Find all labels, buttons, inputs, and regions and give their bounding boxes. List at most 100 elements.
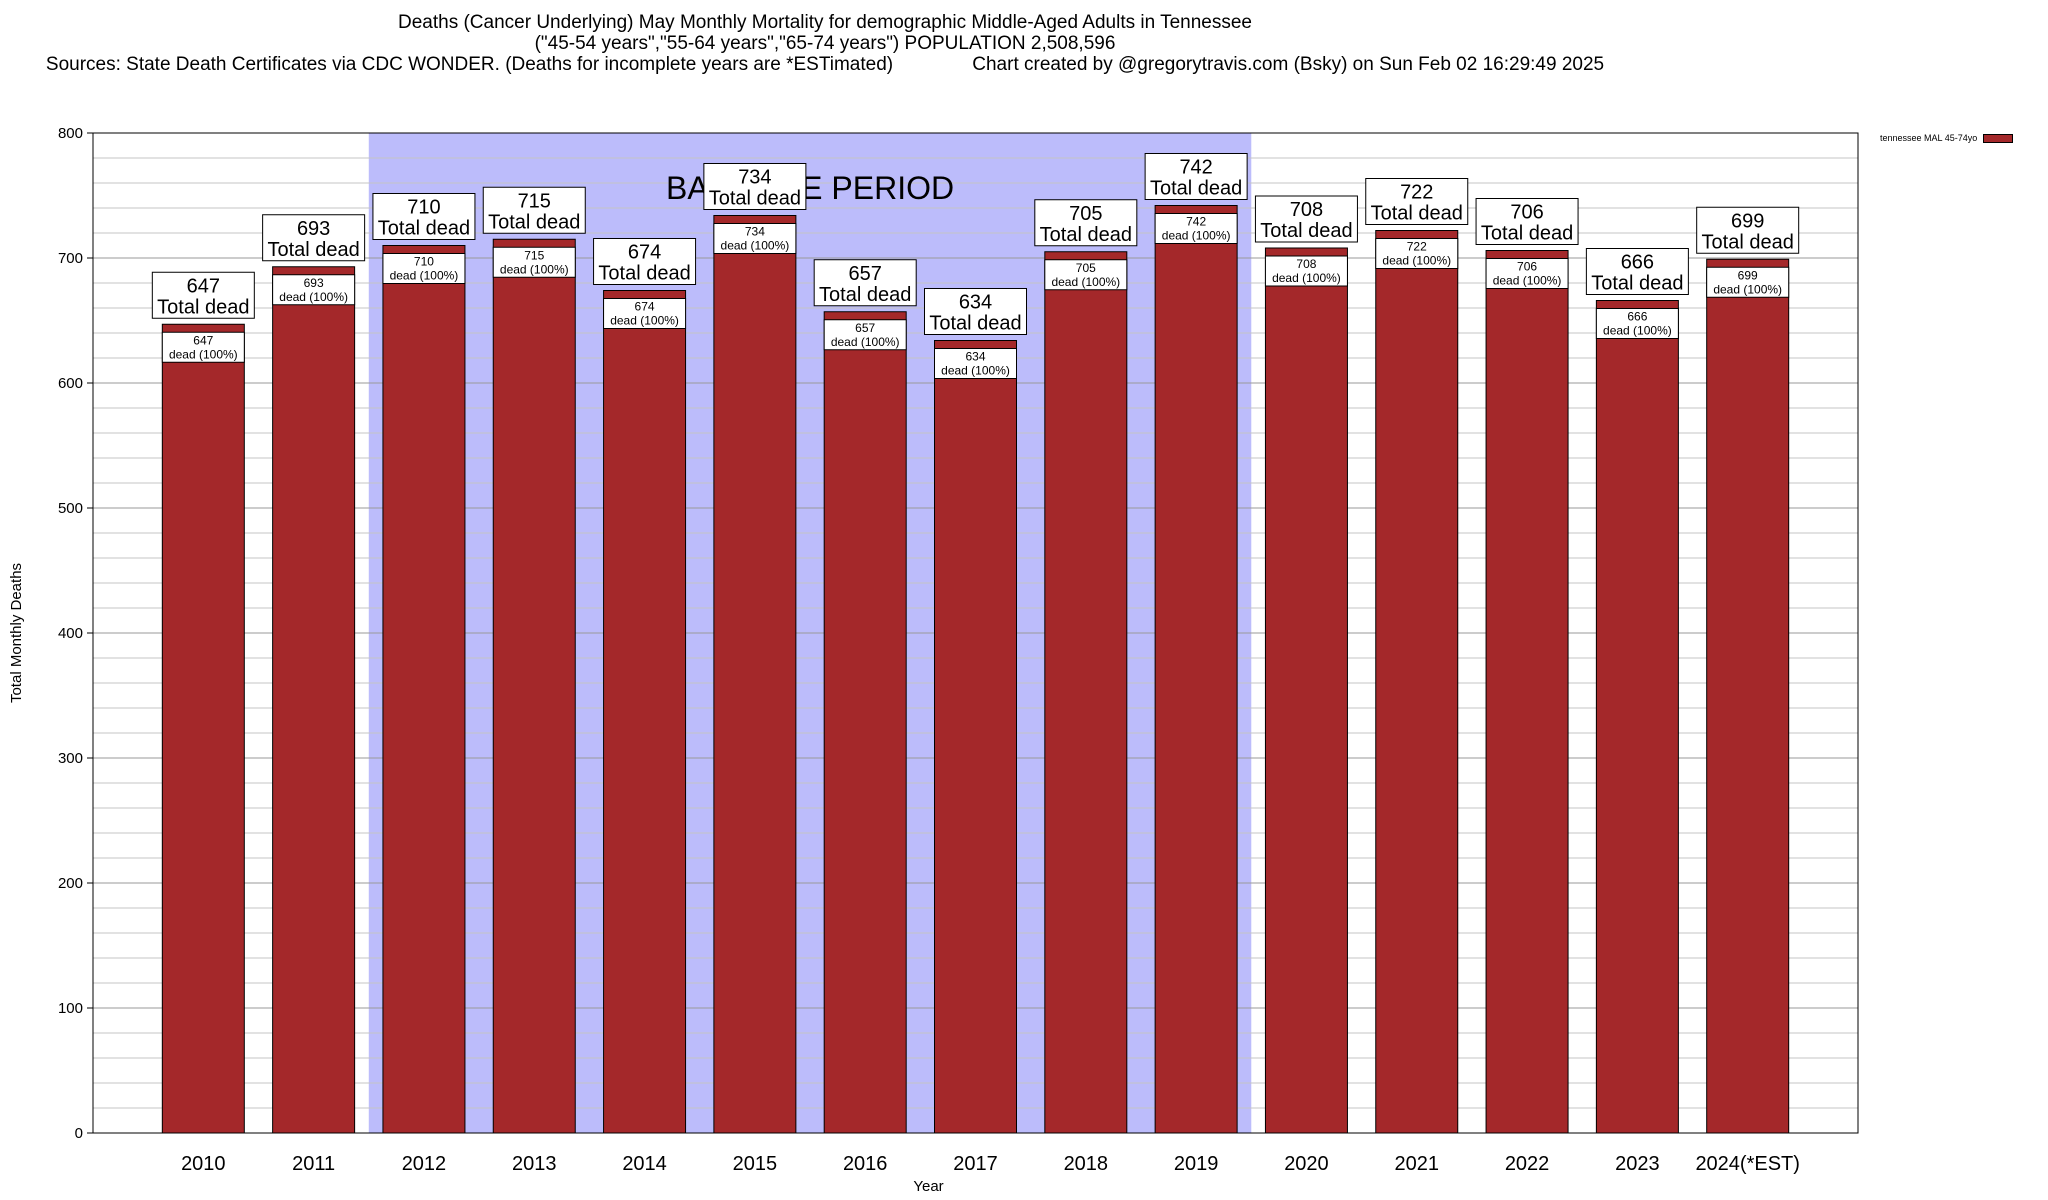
bar-total-label-box: [1034, 199, 1138, 247]
bar-inner-value: 734: [745, 225, 765, 239]
legend-swatch: [1983, 133, 2014, 143]
bar-inner-value: 705: [1076, 261, 1096, 275]
bar-inner-label: dead (100%): [1382, 254, 1451, 268]
chart-title: Deaths (Cancer Underlying) May Monthly M…: [398, 12, 1252, 33]
bar-total-value: 647: [187, 275, 220, 297]
bar-inner-label: dead (100%): [1713, 282, 1782, 296]
bar: [1375, 230, 1459, 1134]
bar-inner-label-box: [1044, 259, 1128, 291]
bar-total-label: Total dead: [1702, 231, 1794, 253]
bar-total-value: 708: [1290, 199, 1323, 221]
x-tick-label: 2021: [1395, 1153, 1440, 1175]
bar-inner-label: dead (100%): [831, 335, 900, 349]
legend-label: tennessee MAL 45-74yo: [1880, 133, 1978, 143]
bar-total-label-box: [703, 163, 807, 210]
x-tick-label: 2023: [1615, 1153, 1660, 1175]
bar-inner-label-box: [603, 298, 687, 329]
bar-total-label-box: [924, 288, 1027, 335]
bar-inner-label-box: [1375, 238, 1459, 269]
legend: tennessee MAL 45-74yo: [1880, 133, 2014, 143]
chart-sources: Sources: State Death Certificates via CD…: [45, 54, 1605, 75]
x-tick-label: 2015: [733, 1153, 778, 1175]
bar-inner-label: dead (100%): [390, 269, 459, 283]
bar-inner-value: 715: [524, 248, 544, 262]
bar: [1485, 250, 1569, 1134]
bar-inner-label-box: [1595, 308, 1679, 339]
bar: [1044, 251, 1128, 1134]
bar-total-label: Total dead: [929, 313, 1021, 335]
bar-total-label-box: [1365, 178, 1469, 225]
bar: [382, 245, 466, 1134]
x-tick-label: 2019: [1174, 1153, 1219, 1175]
bar: [272, 266, 356, 1134]
bar-total-value: 657: [849, 263, 882, 285]
x-tick-label: 2018: [1064, 1153, 1109, 1175]
bar-inner-value: 742: [1186, 215, 1206, 229]
bar: [1595, 300, 1679, 1134]
bar-total-value: 706: [1510, 202, 1543, 224]
bar-inner-label: dead (100%): [1603, 324, 1672, 338]
bar-total-label-box: [1475, 198, 1579, 245]
x-tick-label: 2024(*EST): [1695, 1153, 1800, 1175]
x-tick-label: 2020: [1284, 1153, 1329, 1175]
bar-inner-value: 666: [1627, 310, 1647, 324]
bar-inner-value: 634: [965, 350, 985, 364]
bar-total-value: 634: [959, 292, 992, 314]
bar-inner-label: dead (100%): [279, 290, 348, 304]
bar-total-label: Total dead: [378, 218, 470, 240]
bar-total-value: 742: [1179, 157, 1212, 179]
bar-inner-label-box: [492, 246, 576, 278]
bar: [603, 290, 687, 1134]
bar: [161, 323, 245, 1134]
bar-inner-label: dead (100%): [500, 262, 569, 276]
bar-inner-value: 708: [1296, 257, 1316, 271]
bar-inner-value: 706: [1517, 260, 1537, 274]
bar-total-label: Total dead: [488, 211, 580, 233]
bar-total-value: 734: [738, 167, 771, 189]
bar-total-value: 710: [407, 197, 440, 219]
bar-inner-value: 647: [193, 333, 213, 347]
bar-total-label-box: [1144, 153, 1248, 200]
bar-inner-label: dead (100%): [169, 347, 238, 361]
bar-inner-value: 710: [414, 255, 434, 269]
bar-total-label: Total dead: [1371, 203, 1463, 225]
bar: [1706, 258, 1790, 1134]
bar-total-value: 666: [1621, 252, 1654, 274]
bar: [492, 238, 576, 1134]
bar-total-value: 715: [518, 190, 551, 212]
bar-inner-label-box: [823, 319, 907, 351]
bar-inner-label-box: [1485, 258, 1569, 289]
bar-total-label: Total dead: [1481, 223, 1573, 245]
x-tick-label: 2012: [402, 1153, 447, 1175]
y-axis-label: Total Monthly Deaths: [8, 563, 25, 703]
x-axis-label: Year: [913, 1178, 943, 1195]
bar-total-label-box: [593, 238, 697, 285]
x-tick-label: 2013: [512, 1153, 557, 1175]
bar-total-label: Total dead: [1150, 178, 1242, 200]
y-tick-label: 600: [58, 375, 83, 392]
chart-subtitle: ("45-54 years","55-64 years","65-74 year…: [534, 33, 1116, 54]
bar-inner-label-box: [382, 253, 466, 284]
bar-total-label-box: [151, 271, 255, 319]
bar-total-label: Total dead: [709, 188, 801, 210]
bar-total-label-box: [1585, 248, 1689, 295]
bar: [1264, 247, 1348, 1134]
bar-inner-value: 722: [1407, 240, 1427, 254]
bar: [823, 311, 907, 1134]
bar-inner-label-box: [1264, 255, 1348, 287]
y-tick-label: 200: [58, 875, 83, 892]
bar-total-label: Total dead: [1260, 220, 1352, 242]
bar-inner-label: dead (100%): [1162, 229, 1231, 243]
bar: [713, 215, 797, 1134]
bar-inner-label: dead (100%): [1272, 271, 1341, 285]
bar-total-label-box: [482, 186, 586, 234]
bar-total-label: Total dead: [819, 284, 911, 306]
bar-total-label-box: [813, 259, 917, 307]
bar-total-value: 693: [297, 218, 330, 240]
bar-total-label-box: [372, 193, 476, 240]
y-tick-label: 700: [58, 250, 83, 267]
bar-inner-label: dead (100%): [941, 364, 1010, 378]
bar-total-value: 705: [1069, 203, 1102, 225]
x-tick-label: 2017: [953, 1153, 998, 1175]
